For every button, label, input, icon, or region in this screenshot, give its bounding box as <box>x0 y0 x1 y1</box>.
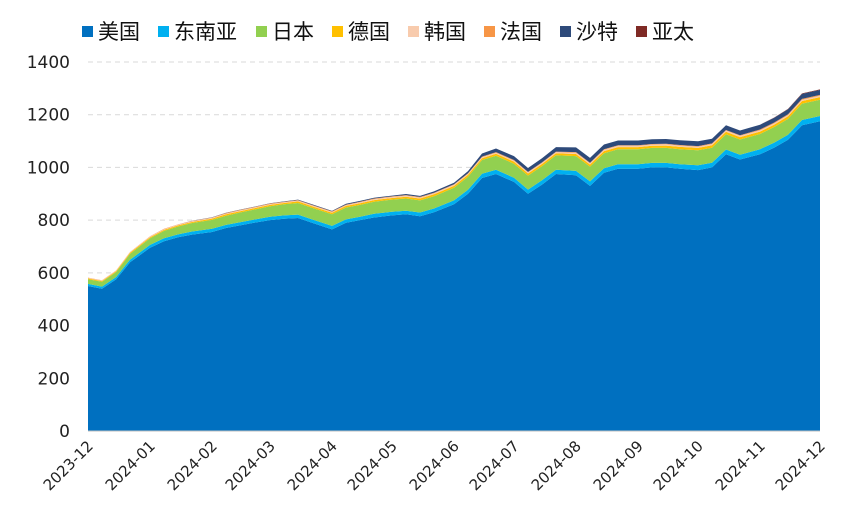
y-tick-label: 0 <box>59 422 70 442</box>
area-series-1 <box>88 116 820 289</box>
legend-swatch-1 <box>158 26 169 37</box>
y-tick-label: 1400 <box>27 53 70 73</box>
legend-swatch-3 <box>332 26 343 37</box>
legend-label-2: 日本 <box>272 20 314 44</box>
legend-label-5: 法国 <box>500 20 542 44</box>
area-series <box>88 89 820 432</box>
x-tick-label: 2024-08 <box>528 437 585 494</box>
legend-label-3: 德国 <box>348 20 390 44</box>
x-tick-label: 2024-02 <box>164 437 221 494</box>
x-tick-label: 2024-01 <box>102 437 159 494</box>
legend-label-0: 美国 <box>98 20 140 44</box>
x-tick-label: 2024-12 <box>772 437 829 494</box>
legend-swatch-5 <box>484 26 495 37</box>
legend-swatch-7 <box>636 26 647 37</box>
y-tick-label: 600 <box>38 264 70 284</box>
x-tick-label: 2024-11 <box>712 437 769 494</box>
y-tick-label: 800 <box>38 211 70 231</box>
y-tick-label: 1000 <box>27 158 70 178</box>
x-tick-label: 2024-04 <box>284 437 341 494</box>
legend-label-4: 韩国 <box>424 20 466 44</box>
x-axis-ticks: 2023-12 2024-01 2024-02 2024-03 2024-04 2024-… <box>40 437 829 494</box>
x-tick-label: 2023-12 <box>40 437 97 494</box>
y-tick-label: 1200 <box>27 106 70 126</box>
legend: 美国 东南亚 日本 德国 韩国 法国 沙特 亚太 <box>82 20 694 44</box>
y-tick-label: 400 <box>38 317 70 337</box>
area-series-2 <box>88 99 820 287</box>
legend-swatch-4 <box>408 26 419 37</box>
x-tick-label: 2024-10 <box>650 437 707 494</box>
legend-swatch-6 <box>560 26 571 37</box>
x-tick-label: 2024-05 <box>344 437 401 494</box>
y-axis-ticks: 0 200 400 600 800 1000 1200 1400 <box>27 53 70 442</box>
legend-label-1: 东南亚 <box>174 20 237 44</box>
legend-label-7: 亚太 <box>652 20 694 44</box>
x-tick-label: 2024-06 <box>406 437 463 494</box>
watermark-text: 雪球：大马哈投资 <box>680 498 832 520</box>
x-tick-label: 2024-09 <box>590 437 647 494</box>
area-series-0 <box>88 121 820 432</box>
legend-swatch-2 <box>256 26 267 37</box>
legend-label-6: 沙特 <box>576 20 618 44</box>
x-tick-label: 2024-07 <box>466 437 523 494</box>
x-tick-label: 2024-03 <box>222 437 279 494</box>
legend-swatch-0 <box>82 26 93 37</box>
y-tick-label: 200 <box>38 369 70 389</box>
